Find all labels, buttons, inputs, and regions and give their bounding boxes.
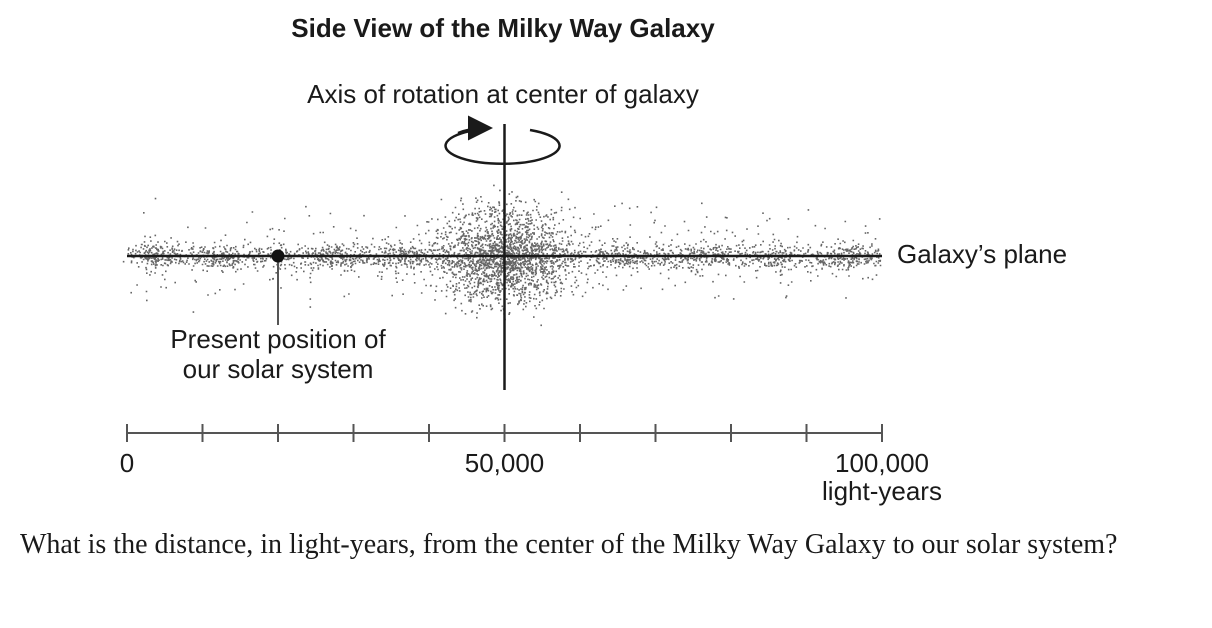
scale-label: 0 bbox=[120, 448, 134, 478]
scale-unit: light-years bbox=[822, 476, 942, 506]
plane-label: Galaxy’s plane bbox=[897, 239, 1067, 269]
title: Side View of the Milky Way Galaxy bbox=[291, 13, 715, 43]
scale-label: 50,000 bbox=[465, 448, 545, 478]
solar-system bbox=[271, 249, 285, 263]
rotation-arrow bbox=[457, 115, 493, 141]
axis-label: Axis of rotation at center of galaxy bbox=[307, 79, 699, 109]
diagram: Side View of the Milky Way Galaxy Axis o… bbox=[120, 13, 1067, 506]
question: What is the distance, in light-years, fr… bbox=[20, 529, 1118, 560]
scale-label: 100,000 bbox=[835, 448, 929, 478]
solar-label: Present position of bbox=[170, 324, 386, 354]
solar-label: our solar system bbox=[183, 354, 374, 384]
rotation-arc bbox=[444, 128, 561, 166]
